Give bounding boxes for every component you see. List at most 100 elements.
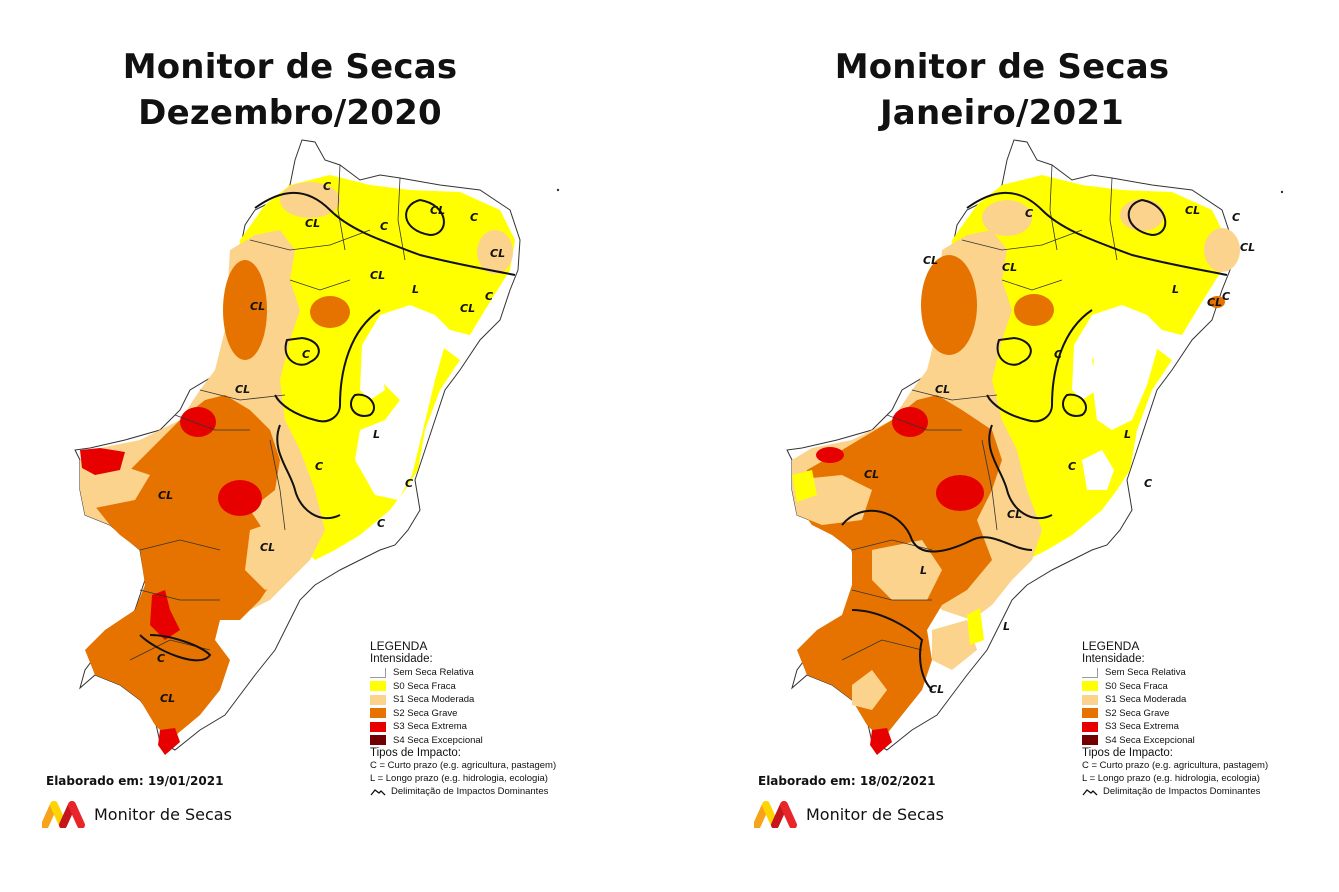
swatch-s4 [1082, 735, 1098, 746]
impact-label: CL [1240, 241, 1255, 254]
area-s1-south-patch [80, 465, 150, 508]
impact-label: L [1124, 428, 1131, 441]
swatch-s1 [370, 694, 386, 705]
brand-name: Monitor de Secas [94, 804, 232, 824]
elaborado-date: Elaborado em: 19/01/2021 [46, 774, 224, 788]
delimitation-line-icon [370, 788, 386, 795]
swatch-none [370, 667, 386, 678]
swatch-s0 [370, 681, 386, 692]
impact-label: CL [370, 269, 385, 282]
impact-label: CL [1002, 261, 1017, 274]
impact-label: L [1003, 620, 1010, 633]
area-s3-c [150, 590, 180, 640]
legend-item-s0: S0 Seca Fraca [370, 680, 610, 694]
swatch-s3 [1082, 721, 1098, 732]
legend-item-s4: S4 Seca Excepcional [1082, 734, 1322, 748]
legend-item-s1: S1 Seca Moderada [1082, 693, 1322, 707]
impact-label: L [412, 283, 419, 296]
impact-label: CL [158, 489, 173, 502]
legend-intensity-label: Intensidade: [1082, 653, 1145, 665]
area-s3-b [218, 480, 262, 516]
state-boundaries [841, 164, 1118, 661]
area-s1-north [280, 182, 340, 218]
impact-label: C [1222, 290, 1230, 303]
swatch-s4 [370, 735, 386, 746]
area-s3-b [936, 475, 984, 511]
legend-impact-c: C = Curto prazo (e.g. agricultura, pasta… [370, 760, 557, 771]
map-title: Monitor de Secas Janeiro/2021 [712, 44, 1292, 136]
legend: LEGENDA Intensidade: Sem Seca Relativa S… [1082, 640, 1322, 798]
legend-item-s2: S2 Seca Grave [1082, 707, 1322, 721]
legend-title: LEGENDA [370, 639, 428, 653]
monitor-de-secas-logo-icon [754, 801, 797, 828]
area-s2-north-west [223, 260, 267, 360]
impact-label: C [302, 348, 310, 361]
impact-label: C [315, 460, 323, 473]
legend-impact-l: L = Longo prazo (e.g. hidrologia, ecolog… [370, 772, 548, 784]
legend-item-s4: S4 Seca Excepcional [370, 734, 610, 748]
legend-item-s3: S3 Seca Extrema [370, 720, 610, 734]
legend-item-s3: S3 Seca Extrema [1082, 720, 1322, 734]
brand-logo: Monitor de Secas [754, 800, 944, 828]
area-s1-south-patch-c [852, 670, 887, 710]
impact-label: C [1054, 348, 1062, 361]
impact-label: C [1144, 477, 1152, 490]
title-line-1: Monitor de Secas [834, 47, 1170, 87]
legend-impact-types-label: Tipos de Impacto: [370, 747, 461, 759]
swatch-none [1082, 667, 1098, 678]
impact-label: CL [235, 383, 250, 396]
area-none-east [1092, 312, 1157, 430]
impact-label: CL [250, 300, 265, 313]
area-s0-west [792, 470, 817, 502]
area-s3-a [892, 407, 928, 437]
impact-label: CL [430, 204, 445, 217]
impact-label: CL [935, 383, 950, 396]
legend-impact-types-label: Tipos de Impacto: [1082, 747, 1173, 759]
legend: LEGENDA Intensidade: Sem Seca Relativa S… [370, 640, 610, 798]
area-s1-center-patch [245, 520, 295, 590]
map-panel-janeiro-2021: Monitor de Secas Janeiro/2021 [712, 0, 1339, 892]
swatch-s1 [1082, 694, 1098, 705]
legend-item-none: Sem Seca Relativa [370, 666, 610, 680]
area-s1-ne-b [1204, 228, 1240, 272]
legend-impact-l: L = Longo prazo (e.g. hidrologia, ecolog… [1082, 772, 1260, 784]
impact-label: C [485, 290, 493, 303]
impact-label: CL [260, 541, 275, 554]
impact-label: CL [1007, 508, 1022, 521]
island-mark [556, 188, 560, 192]
impact-label: CL [864, 468, 879, 481]
area-none-east [355, 310, 445, 500]
title-line-2: Janeiro/2021 [879, 93, 1125, 133]
impact-label: C [380, 220, 388, 233]
impact-delimitation-lines [139, 191, 516, 662]
impact-labels: C CL C CL C CL CL CL L CL C C CL L C C C… [157, 180, 505, 705]
impact-label: C [157, 652, 165, 665]
area-s2-center [310, 296, 350, 328]
map-panel-dezembro-2020: Monitor de Secas Dezembro/2020 [0, 0, 669, 892]
impact-label: L [920, 564, 927, 577]
impact-label: CL [929, 683, 944, 696]
swatch-s3 [370, 721, 386, 732]
area-s3-a [180, 407, 216, 437]
legend-item-s1: S1 Seca Moderada [370, 693, 610, 707]
impact-label: L [373, 428, 380, 441]
impact-label: CL [160, 692, 175, 705]
impact-label: C [377, 517, 385, 530]
area-s2-ne [1209, 296, 1225, 308]
area-s0-south [967, 608, 984, 645]
impact-label: C [1068, 460, 1076, 473]
drought-map: C CL C CL CL CL L CL C C CL L C C CL CL … [786, 139, 1284, 755]
area-s1-south-patch-b [872, 540, 942, 600]
legend-title: LEGENDA [1082, 639, 1140, 653]
impact-label: CL [460, 302, 475, 315]
legend-intensity-label: Intensidade: [370, 653, 433, 665]
impact-label: L [1172, 283, 1179, 296]
impact-label: C [1232, 211, 1240, 224]
legend-item-none: Sem Seca Relativa [1082, 666, 1322, 680]
elaborado-date: Elaborado em: 18/02/2021 [758, 774, 936, 788]
area-s3-nw [80, 448, 125, 475]
impact-label: CL [305, 217, 320, 230]
impact-label: C [323, 180, 331, 193]
area-s1-north [982, 200, 1032, 236]
impact-delimitation-lines [841, 191, 1228, 691]
